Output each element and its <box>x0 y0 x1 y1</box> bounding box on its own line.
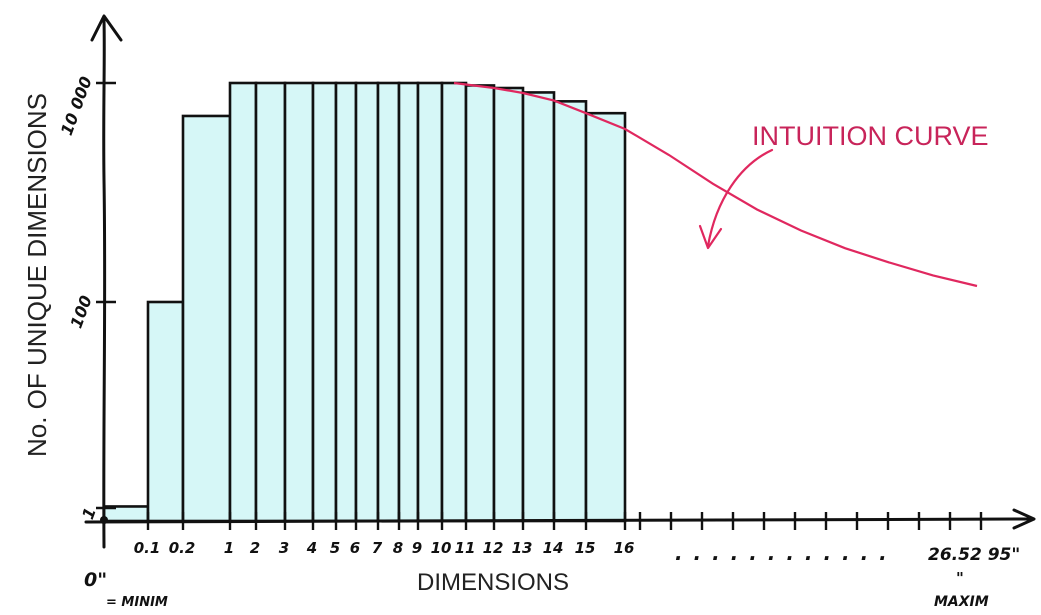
x-tick-label-14: 12 <box>483 539 504 557</box>
x-min-note: = MINIM <box>106 595 168 610</box>
bar-11 <box>416 81 444 523</box>
origin-dot <box>100 516 108 524</box>
x-tick-label-2: 0.2 <box>169 539 196 557</box>
x-ticks-group <box>100 512 983 530</box>
x-tick-label-9: 7 <box>372 539 383 557</box>
x-tick-label-17: 15 <box>575 539 596 557</box>
bar-6 <box>311 81 338 523</box>
y-tick-label-2: 10 000 <box>57 74 96 138</box>
axes-group <box>84 14 1036 549</box>
y-axis <box>102 18 107 549</box>
x-tick-label-4: 2 <box>250 539 260 557</box>
x-tick-label-1: 0.1 <box>134 539 161 557</box>
bar-13 <box>464 84 496 523</box>
x-tick-label-6: 4 <box>306 539 317 557</box>
x-min-label: 0" <box>84 569 107 591</box>
x-tick-label-16: 14 <box>543 539 564 557</box>
intuition-curve-label: INTUITION CURVE <box>752 121 989 151</box>
intuition-curve-line <box>453 81 978 288</box>
x-tick-label-7: 5 <box>330 539 340 557</box>
bar-7 <box>334 81 358 523</box>
x-labels-group: 0.1 0.2 1 2 3 4 5 6 7 8 9 10 11 12 13 14 15 16 <box>134 539 635 557</box>
x-tick-label-10: 8 <box>393 539 403 557</box>
intuition-curve-group <box>453 81 978 288</box>
bar-12 <box>440 81 468 523</box>
x-ellipsis: . . . . . . . . . . . . <box>675 541 889 565</box>
x-max-label: 26.52 95" <box>928 545 1020 565</box>
bar-14 <box>492 86 525 523</box>
bar-5 <box>283 81 315 523</box>
x-tick-label-11: 9 <box>412 539 422 557</box>
bar-3 <box>228 81 258 523</box>
bar-15 <box>521 91 556 523</box>
x-axis-arrow <box>1012 508 1036 530</box>
x-max-quote: " <box>956 569 964 587</box>
y-tick-label-1: 100 <box>66 293 95 331</box>
x-tick-label-15: 13 <box>512 539 533 557</box>
x-tick-label-13: 11 <box>455 539 476 557</box>
bar-10 <box>397 81 420 523</box>
x-tick-label-8: 6 <box>350 539 360 557</box>
bar-8 <box>354 81 380 523</box>
bar-16 <box>552 100 588 523</box>
intuition-curve-arrowhead <box>698 224 723 250</box>
bar-1 <box>146 300 185 523</box>
bars-group <box>102 81 627 523</box>
intuition-curve-arrow <box>706 148 774 248</box>
bar-17 <box>584 111 627 523</box>
bar-4 <box>254 81 287 523</box>
x-max-note: MAXIM <box>934 594 989 610</box>
y-axis-label: No. OF UNIQUE DIMENSIONS <box>22 93 52 457</box>
x-tick-label-12: 10 <box>431 539 452 557</box>
y-axis-arrow <box>90 14 123 42</box>
x-tick-label-5: 3 <box>279 539 289 557</box>
x-tick-label-3: 1 <box>224 539 234 557</box>
x-tick-label-18: 16 <box>614 539 635 557</box>
bar-2 <box>181 114 232 523</box>
x-axis <box>84 517 1032 524</box>
bar-9 <box>376 81 401 523</box>
x-axis-label: DIMENSIONS <box>417 569 569 596</box>
